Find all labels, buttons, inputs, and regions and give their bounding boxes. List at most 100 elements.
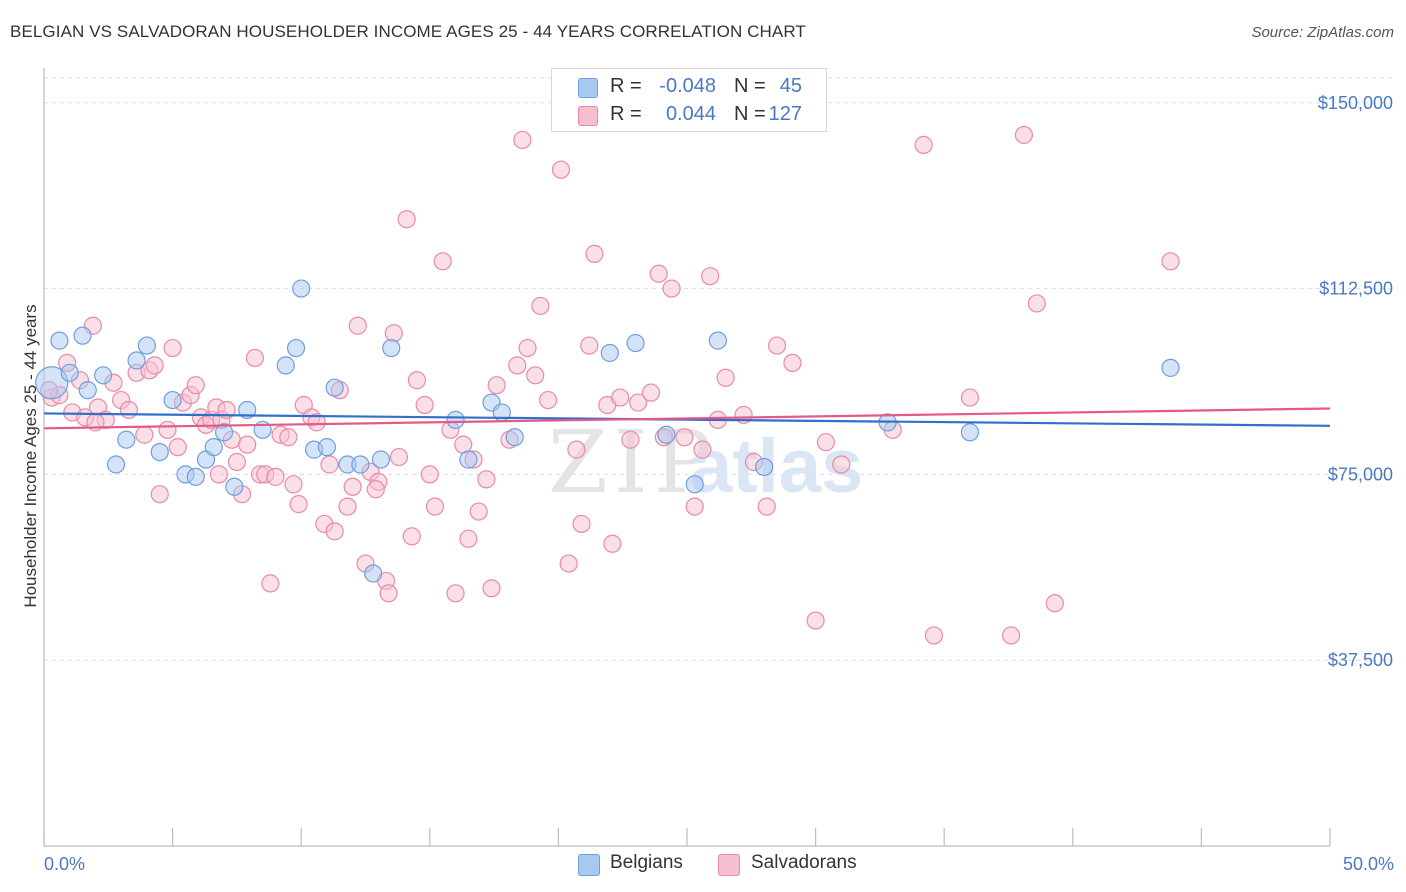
axes: [43, 68, 1331, 847]
correlation-legend: R = -0.048 N = 45 R = 0.044 N = 127: [551, 68, 827, 132]
belgian-trend-line: [43, 412, 1331, 427]
salvadoran-point: [685, 497, 704, 516]
salvadoran-point: [693, 440, 712, 459]
salvadoran-point: [135, 425, 154, 444]
watermark: ZIP atlas: [548, 413, 863, 513]
belgians-swatch: [578, 78, 598, 98]
salvadoran-point: [325, 522, 344, 541]
y-tick-labels: $150,000 $112,500 $75,000 $37,500: [1318, 93, 1393, 670]
salvadoran-point: [641, 383, 661, 402]
salvadoran-point: [145, 356, 164, 375]
belgian-point: [204, 438, 223, 457]
belgian-point: [317, 438, 337, 457]
belgian-point: [708, 331, 727, 350]
salvadoran-point: [407, 371, 427, 390]
belgian-point: [685, 475, 704, 494]
salvadoran-point: [567, 440, 586, 459]
chart-title: BELGIAN VS SALVADORAN HOUSEHOLDER INCOME…: [10, 22, 806, 41]
salvadoran-point: [701, 267, 720, 286]
salvadoran-point: [914, 135, 933, 154]
salvadoran-point: [119, 400, 138, 420]
salvadorans-legend-label: Salvadorans: [751, 852, 857, 873]
belgian-point: [150, 442, 169, 462]
salvadoran-point: [816, 433, 835, 452]
salvadoran-point: [402, 527, 421, 546]
belgian-point: [626, 333, 645, 353]
y-tick-label: $37,500: [1328, 650, 1393, 670]
salvadoran-point: [531, 296, 550, 316]
x-tick-labels: 0.0% 50.0%: [44, 854, 1394, 874]
salvadoran-point: [366, 480, 385, 499]
salvadoran-point: [477, 470, 496, 489]
belgian-point: [60, 363, 79, 382]
x-tick-label-min: 0.0%: [44, 854, 85, 874]
salvadoran-point: [284, 475, 303, 494]
belgian-point: [117, 430, 136, 449]
belgian-point: [371, 450, 391, 469]
salvadoran-point: [227, 452, 246, 472]
salvadoran-point: [551, 160, 571, 179]
belgian-point: [35, 366, 69, 400]
belgian-point: [106, 455, 126, 474]
belgian-point: [127, 351, 146, 370]
y-axis-label: Householder Income Ages 25 - 44 years: [21, 304, 40, 607]
salvadoran-point: [150, 485, 169, 504]
salvadoran-point: [384, 324, 403, 343]
legend-n-label: N =: [734, 75, 766, 97]
gridlines: [44, 77, 1394, 661]
belgian-point: [186, 467, 205, 486]
salvadoran-point: [629, 393, 648, 412]
legend-n-value: 127: [768, 103, 802, 125]
salvadoran-point: [168, 438, 187, 457]
belgian-point: [78, 381, 97, 400]
belgian-points: [35, 279, 1180, 583]
salvadoran-point: [757, 497, 776, 516]
salvadorans-legend-swatch: [718, 854, 740, 876]
salvadoran-point: [649, 264, 668, 283]
salvadoran-point: [1027, 294, 1046, 313]
belgian-point: [505, 428, 524, 447]
salvadoran-point: [783, 353, 802, 373]
salvadoran-point: [585, 244, 604, 263]
salvadoran-point: [539, 390, 558, 410]
salvadoran-point: [572, 514, 591, 534]
salvadoran-point: [960, 388, 980, 407]
salvadoran-point: [580, 336, 599, 355]
salvadoran-point: [611, 388, 630, 407]
salvadoran-point: [675, 428, 694, 447]
belgian-point: [286, 338, 306, 358]
salvadoran-point: [924, 626, 944, 645]
belgian-point: [351, 455, 370, 474]
legend-row-belgians: R = -0.048 N = 45: [552, 72, 826, 100]
salvadoran-point: [621, 430, 640, 449]
salvadorans-swatch: [578, 106, 598, 126]
belgian-point: [94, 366, 113, 385]
x-tick-label-max: 50.0%: [1343, 854, 1394, 874]
salvadoran-point: [238, 435, 257, 454]
salvadoran-point: [397, 210, 416, 229]
salvadoran-point: [603, 534, 622, 553]
belgians-legend-swatch: [578, 854, 600, 876]
salvadoran-point: [425, 497, 445, 516]
salvadoran-point: [559, 554, 578, 573]
salvadoran-point: [158, 420, 177, 439]
salvadoran-points: [40, 125, 1180, 645]
y-tick-label: $150,000: [1318, 93, 1393, 113]
salvadoran-point: [209, 465, 228, 484]
salvadoran-point: [307, 413, 326, 432]
salvadoran-point: [320, 455, 339, 474]
salvadoran-point: [348, 316, 367, 335]
salvadoran-point: [186, 376, 205, 395]
belgian-point: [446, 410, 465, 429]
chart-source: Source: ZipAtlas.com: [1251, 24, 1394, 41]
belgian-point: [459, 450, 478, 469]
salvadoran-point: [526, 366, 545, 385]
legend-n-value: 45: [779, 75, 802, 97]
belgian-point: [50, 331, 69, 350]
legend-row-salvadorans: R = 0.044 N = 127: [552, 100, 826, 128]
salvadoran-point: [420, 465, 439, 484]
legend-r-value: -0.048: [659, 75, 716, 97]
salvadoran-point: [433, 252, 452, 271]
salvadoran-point: [1001, 626, 1021, 645]
